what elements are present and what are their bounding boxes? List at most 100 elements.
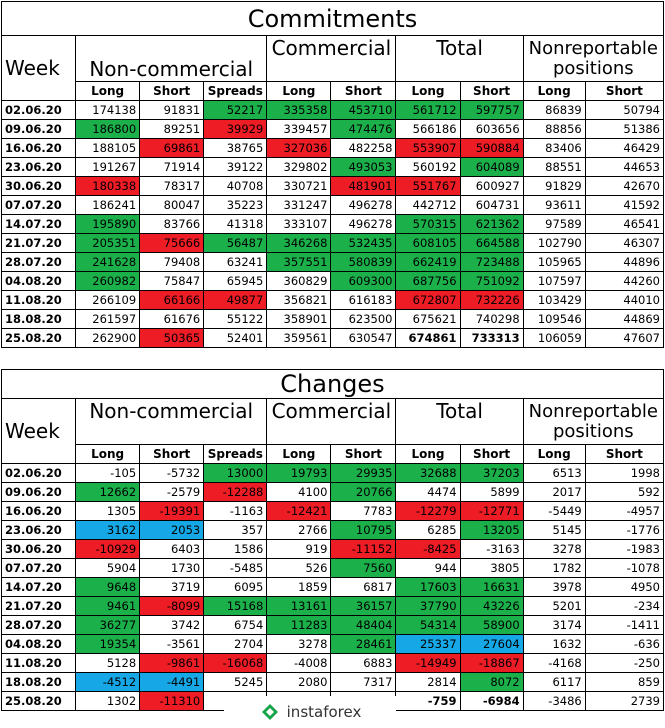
value-cell: 88551 bbox=[522, 157, 586, 177]
value-cell: -759 bbox=[395, 691, 461, 711]
value-cell: 662419 bbox=[395, 252, 461, 272]
column-subheader: Short bbox=[139, 81, 205, 101]
table-row: 16.06.20 188105 69861 38765 327036 482258 5539… bbox=[0, 138, 665, 158]
instaforex-logo-icon bbox=[261, 704, 278, 720]
value-cell: -6984 bbox=[459, 691, 524, 711]
value-cell: -250 bbox=[584, 653, 665, 673]
value-cell: 262900 bbox=[75, 328, 141, 348]
week-cell: 25.08.20 bbox=[0, 328, 77, 348]
value-cell: 331247 bbox=[266, 195, 332, 215]
table-row: 02.06.20 -105 -5732 13000 19793 29935 32688 372… bbox=[0, 463, 665, 483]
value-cell: -8099 bbox=[139, 596, 205, 616]
value-cell: 41318 bbox=[203, 214, 268, 234]
value-cell: -12421 bbox=[266, 501, 332, 521]
value-cell: -18867 bbox=[459, 653, 524, 673]
value-cell: 603656 bbox=[459, 119, 524, 139]
value-cell: 188105 bbox=[75, 138, 141, 158]
value-cell: -11152 bbox=[330, 539, 397, 559]
column-subheader: Long bbox=[266, 444, 332, 464]
value-cell: 360829 bbox=[266, 271, 332, 291]
value-cell: 50365 bbox=[139, 328, 205, 348]
value-cell: 751092 bbox=[459, 271, 524, 291]
value-cell: 205351 bbox=[75, 233, 141, 253]
value-cell: 859 bbox=[584, 672, 665, 692]
value-cell: 51386 bbox=[584, 119, 665, 139]
value-cell: -9861 bbox=[139, 653, 205, 673]
value-cell: 2739 bbox=[584, 691, 665, 711]
value-cell: 49877 bbox=[203, 290, 268, 310]
value-cell: -105 bbox=[75, 463, 141, 483]
value-cell: 56487 bbox=[203, 233, 268, 253]
value-cell: 19354 bbox=[75, 634, 141, 654]
value-cell: 58900 bbox=[459, 615, 524, 635]
value-cell: 1305 bbox=[75, 501, 141, 521]
value-cell: 9461 bbox=[75, 596, 141, 616]
value-cell: 6513 bbox=[522, 463, 586, 483]
value-cell: 91831 bbox=[139, 100, 205, 120]
value-cell: 71914 bbox=[139, 157, 205, 177]
week-cell: 21.07.20 bbox=[0, 596, 77, 616]
value-cell: -234 bbox=[584, 596, 665, 616]
value-cell: 566186 bbox=[395, 119, 461, 139]
value-cell: 672807 bbox=[395, 290, 461, 310]
value-cell: -1411 bbox=[584, 615, 665, 635]
column-subheader: Short bbox=[330, 444, 397, 464]
table-row: 11.08.20 266109 66166 49877 356821 616183 6728… bbox=[0, 290, 665, 310]
value-cell: 260982 bbox=[75, 271, 141, 291]
value-cell: -11310 bbox=[139, 691, 205, 711]
value-cell: 604731 bbox=[459, 195, 524, 215]
value-cell: 61676 bbox=[139, 309, 205, 329]
value-cell: 66166 bbox=[139, 290, 205, 310]
value-cell: 109546 bbox=[522, 309, 586, 329]
value-cell: 35223 bbox=[203, 195, 268, 215]
value-cell: 333107 bbox=[266, 214, 332, 234]
value-cell: 687756 bbox=[395, 271, 461, 291]
week-cell: 28.07.20 bbox=[0, 252, 77, 272]
value-cell: 330721 bbox=[266, 176, 332, 196]
value-cell: 740298 bbox=[459, 309, 524, 329]
week-cell: 04.08.20 bbox=[0, 634, 77, 654]
value-cell: 482258 bbox=[330, 138, 397, 158]
value-cell: 570315 bbox=[395, 214, 461, 234]
value-cell: 241628 bbox=[75, 252, 141, 272]
table-row: 07.07.20 5904 1730 -5485 526 7560 944 3805 1782-… bbox=[0, 558, 665, 578]
table-row: 14.07.20 9648 3719 6095 1859 6817 17603 16631 39… bbox=[0, 577, 665, 597]
week-cell: 18.08.20 bbox=[0, 672, 77, 692]
value-cell: 32688 bbox=[395, 463, 461, 483]
value-cell: 493053 bbox=[330, 157, 397, 177]
value-cell: 44896 bbox=[584, 252, 665, 272]
value-cell: -1983 bbox=[584, 539, 665, 559]
value-cell: 590884 bbox=[459, 138, 524, 158]
value-cell: 44260 bbox=[584, 271, 665, 291]
value-cell: 86839 bbox=[522, 100, 586, 120]
commercial-header: Commercial bbox=[266, 398, 397, 445]
value-cell: 105965 bbox=[522, 252, 586, 272]
column-subheader: Short bbox=[330, 81, 397, 101]
value-cell: 97589 bbox=[522, 214, 586, 234]
value-cell: 2053 bbox=[139, 520, 205, 540]
value-cell: 597757 bbox=[459, 100, 524, 120]
value-cell: -5732 bbox=[139, 463, 205, 483]
value-cell: 13161 bbox=[266, 596, 332, 616]
value-cell: 63241 bbox=[203, 252, 268, 272]
value-cell: 6883 bbox=[330, 653, 397, 673]
value-cell: 5245 bbox=[203, 672, 268, 692]
value-cell: 17603 bbox=[395, 577, 461, 597]
value-cell: -8425 bbox=[395, 539, 461, 559]
changes-table: Changes Week Non-commercial Commercial T… bbox=[0, 369, 665, 711]
value-cell: 616183 bbox=[330, 290, 397, 310]
value-cell: 180338 bbox=[75, 176, 141, 196]
value-cell: 78317 bbox=[139, 176, 205, 196]
week-cell: 18.08.20 bbox=[0, 309, 77, 329]
value-cell: 46429 bbox=[584, 138, 665, 158]
value-cell: -1163 bbox=[203, 501, 268, 521]
value-cell: 1998 bbox=[584, 463, 665, 483]
week-cell: 07.07.20 bbox=[0, 558, 77, 578]
table-row: 04.08.20 260982 75847 65945 360829 609300 6877… bbox=[0, 271, 665, 291]
value-cell: 50794 bbox=[584, 100, 665, 120]
value-cell: 3174 bbox=[522, 615, 586, 635]
value-cell: 526 bbox=[266, 558, 332, 578]
column-subheader: Long bbox=[75, 444, 141, 464]
value-cell: 44869 bbox=[584, 309, 665, 329]
value-cell: 20766 bbox=[330, 482, 397, 502]
